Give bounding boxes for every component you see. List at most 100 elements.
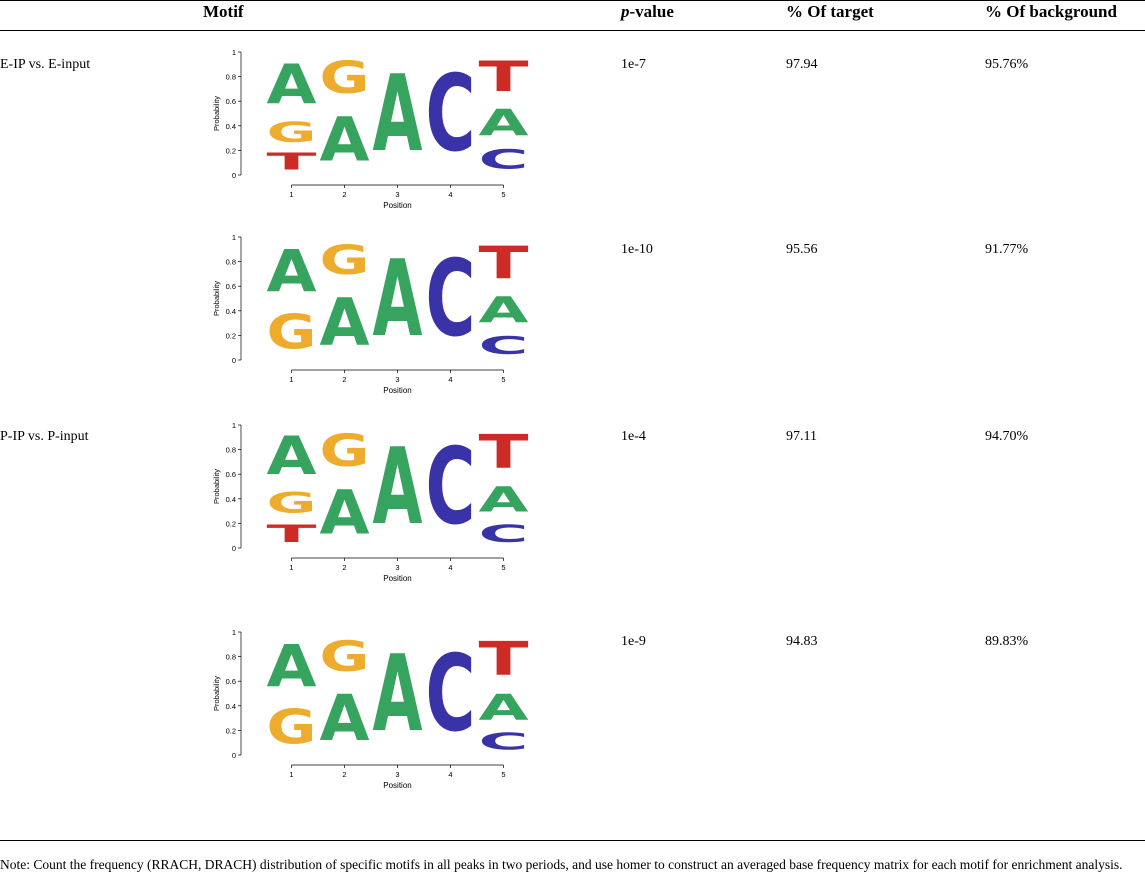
motif-letter-A: A [320,477,370,548]
y-tick-label: 0.6 [226,282,236,291]
svg-text:G: G [267,699,317,755]
x-tick-label: 4 [448,770,452,779]
pvalue-4: 1e-9 [621,634,646,649]
x-tick-label: 2 [342,563,346,572]
target-2: 95.56 [786,242,818,257]
x-tick-label: 5 [501,190,505,199]
svg-text:C: C [426,425,476,547]
y-tick-label: 0.8 [226,653,236,662]
y-tick-label: 0.2 [226,726,236,735]
svg-text:A: A [479,480,529,520]
motif-letter-A: A [479,290,530,331]
y-tick-label: 1 [232,628,236,637]
svg-text:T: T [267,520,317,548]
target-4: 94.83 [786,634,818,649]
target-1: 97.94 [786,57,818,72]
x-tick-label: 2 [342,190,346,199]
svg-text:T: T [479,426,529,480]
motif-letter-A: A [320,683,371,756]
motif-letter-A: A [479,102,529,145]
motif-letter-G: G [267,699,317,755]
group-label-2: P-IP vs. P-input [0,429,89,444]
header-pvalue: p-value [621,2,674,22]
svg-text:A: A [320,477,370,548]
pvalue-1: 1e-7 [621,57,646,72]
motif-letter-A: A [373,237,423,360]
svg-text:G: G [267,116,317,148]
x-tick-label: 1 [289,190,293,199]
background-4: 89.83% [985,634,1029,649]
motif-letter-A: A [373,632,423,755]
motif-letter-A: A [479,687,530,728]
table-note: Note: Count the frequency (RRACH, DRACH)… [0,857,1123,872]
svg-text:A: A [320,285,370,360]
x-tick-label: 1 [289,770,293,779]
motif-letter-C: C [426,52,476,174]
x-tick-label: 5 [501,770,505,779]
motif-letter-A: A [267,633,318,700]
motif-letter-G: G [267,116,317,148]
motif-letter-C: C [479,728,529,755]
y-tick-label: 0 [232,544,236,553]
svg-text:A: A [267,53,318,117]
motif-letter-A: A [320,285,370,360]
svg-text:C: C [479,331,529,360]
y-tick-label: 0.4 [226,122,236,131]
svg-text:C: C [479,520,529,548]
motif-letter-G: G [320,52,370,103]
motif-letter-C: C [426,632,476,754]
y-tick-label: 0 [232,171,236,180]
y-axis-label: Probability [212,469,221,504]
svg-text:C: C [479,145,529,176]
motif-letter-A: A [267,53,318,117]
y-tick-label: 0.8 [226,258,236,267]
motif-letter-G: G [320,425,370,476]
svg-text:A: A [479,687,530,728]
pvalue-2: 1e-10 [621,242,653,257]
motif-letter-A: A [320,104,370,175]
svg-text:C: C [426,632,476,754]
y-tick-label: 0.2 [226,519,236,528]
motif-letter-A: A [373,52,423,175]
y-tick-label: 0.4 [226,702,236,711]
svg-text:T: T [267,148,317,175]
svg-text:A: A [320,683,371,756]
x-tick-label: 1 [289,563,293,572]
motif-letter-A: A [267,238,318,305]
motif-letter-C: C [479,145,529,176]
svg-text:A: A [267,425,317,487]
y-tick-label: 1 [232,421,236,430]
motif-letter-T: T [267,520,317,548]
motif-letter-C: C [426,237,476,359]
header-pvalue-p: p [621,2,630,21]
x-axis-label: Position [383,201,411,210]
svg-text:C: C [426,52,476,174]
x-tick-label: 3 [395,770,399,779]
header-pvalue-rest: -value [629,2,674,21]
header-rule [0,30,1145,31]
svg-text:A: A [479,102,529,145]
svg-text:A: A [267,238,318,305]
svg-text:T: T [479,633,529,687]
background-2: 91.77% [985,242,1029,257]
x-tick-label: 4 [448,190,452,199]
motif-letter-G: G [267,304,317,360]
y-tick-label: 0 [232,356,236,365]
target-3: 97.11 [786,429,817,444]
x-tick-label: 2 [342,770,346,779]
y-tick-label: 0.8 [226,446,236,455]
x-tick-label: 4 [448,563,452,572]
motif-letter-G: G [267,487,317,520]
svg-text:C: C [479,728,529,755]
motif-letter-G: G [320,238,370,285]
y-tick-label: 0.8 [226,73,236,82]
motif-letter-T: T [267,148,317,175]
x-tick-label: 1 [289,375,293,384]
background-1: 95.76% [985,57,1029,72]
motif-letter-T: T [479,53,529,102]
x-tick-label: 5 [501,563,505,572]
motif-letter-C: C [479,520,529,548]
